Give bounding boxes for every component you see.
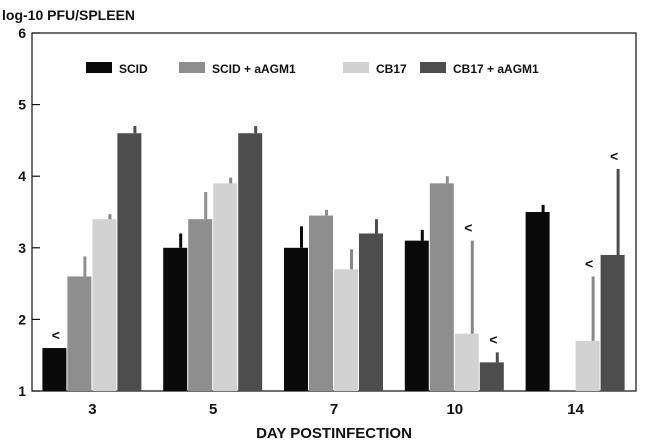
x-tick-labels: 3 5 7 10 14 [88, 401, 584, 418]
legend-label: CB17 [376, 62, 407, 76]
bar-scid-aagm1-day-3 [67, 276, 92, 391]
x-tick-label: 5 [209, 401, 217, 418]
bar-cb17-aagm1-day-5 [238, 133, 263, 392]
x-axis-label: DAY POSTINFECTION [256, 425, 412, 442]
bars: < < < < < [42, 126, 625, 392]
x-tick-label: 10 [446, 401, 463, 418]
y-tick-label: 4 [18, 168, 26, 184]
y-tick-label: 2 [18, 311, 26, 327]
legend-swatch [343, 62, 369, 73]
bar-cb17-day-10 [454, 333, 479, 391]
bar-cb17-day-14 [575, 340, 600, 391]
bar-scid-day-3 [42, 348, 67, 391]
bar-scid-day-10 [404, 240, 429, 391]
bar-cb17-day-7 [334, 269, 358, 391]
bar-scid-aagm1-day-7 [309, 215, 333, 391]
bar-cb17-aagm1-day-7 [359, 233, 383, 391]
bar-cb17-aagm1-day-14 [600, 254, 625, 391]
annotation-marker: < [52, 327, 60, 343]
bar-scid-aagm1-day-5 [188, 219, 213, 391]
bar-scid-aagm1-day-10 [429, 183, 454, 391]
legend-swatch [179, 62, 205, 73]
bar-scid-day-14 [525, 212, 550, 391]
y-tick-label: 5 [18, 97, 26, 113]
bar-cb17-aagm1-day-10 [479, 362, 504, 391]
bar-cb17-aagm1-day-3 [117, 133, 142, 392]
bar-scid-day-7 [284, 247, 308, 391]
y-tick-label: 1 [18, 383, 26, 399]
legend-swatch [420, 62, 446, 73]
bar-scid-day-5 [163, 247, 188, 391]
legend: SCID SCID + aAGM1 CB17 CB17 + aAGM1 [86, 62, 539, 76]
bar-cb17-day-5 [213, 183, 238, 391]
legend-swatch [86, 62, 112, 73]
legend-label: CB17 + aAGM1 [453, 62, 539, 76]
y-axis-label: log-10 PFU/SPLEEN [2, 7, 135, 23]
bar-cb17-day-3 [92, 219, 117, 391]
annotation-marker: < [610, 148, 618, 164]
legend-label: SCID + aAGM1 [212, 62, 296, 76]
x-tick-label: 14 [567, 401, 584, 418]
x-tick-label: 7 [330, 401, 338, 418]
y-ticks: 1 2 3 4 5 6 [18, 25, 40, 399]
annotation-marker: < [585, 255, 593, 271]
y-tick-label: 3 [18, 240, 26, 256]
y-tick-label: 6 [18, 25, 26, 41]
legend-label: SCID [119, 62, 148, 76]
annotation-marker: < [464, 220, 472, 236]
annotation-marker: < [489, 331, 497, 347]
x-tick-label: 3 [88, 401, 96, 418]
